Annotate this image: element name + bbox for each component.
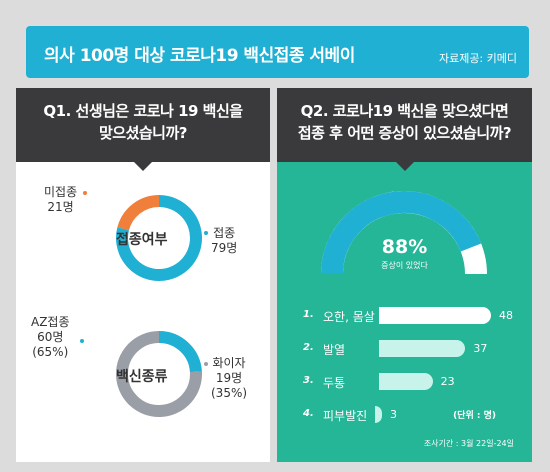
pfizer-dot — [204, 362, 208, 366]
donut1-center-label: 접종여부 — [116, 232, 168, 248]
az-percent: (65%) — [32, 345, 69, 359]
symptom-name: 두통 — [323, 376, 346, 390]
symptom-name: 피부발진 — [323, 409, 368, 423]
symptom-value: 23 — [440, 375, 455, 388]
vaccination-donut — [116, 195, 202, 417]
vaccinated-count: 79명 — [211, 241, 238, 255]
vaccinated-dot — [204, 231, 208, 235]
unvaccinated-slice — [117, 195, 160, 231]
symptom-name: 오한, 몸살 — [323, 310, 375, 324]
pfizer-percent: (35%) — [211, 386, 248, 400]
az-dot — [80, 339, 84, 343]
question-line: 맞으셨습니까? — [98, 124, 188, 142]
vaccinated-slice — [116, 195, 202, 281]
source-label: 자료제공: 키메디 — [438, 52, 517, 65]
question-line: Q2. 코로나19 백신을 맞으셨다면 — [300, 102, 509, 120]
vaccinated-name: 접종 — [213, 226, 236, 240]
symptom-row: 1. 오한, 몸살 48 — [277, 306, 532, 326]
symptom-value: 37 — [473, 342, 488, 355]
symptom-bar — [379, 373, 433, 390]
symptom-row: 2. 발열 37 — [277, 339, 532, 359]
symptom-bar — [379, 307, 491, 324]
symptom-row: 3. 두통 23 — [277, 372, 532, 392]
az-count: 60명 — [37, 330, 64, 344]
title-banner: 의사 100명 대상 코로나19 백신접종 서베이 자료제공: 키메디 — [26, 26, 529, 78]
symptom-value: 3 — [390, 408, 397, 421]
question-line: 접종 후 어떤 증상이 있으셨습니까? — [297, 124, 512, 142]
symptom-bar — [375, 406, 382, 423]
pfizer-slice — [158, 331, 202, 373]
az-label: AZ접종 60명 (65%) — [31, 315, 70, 360]
symptom-value: 48 — [499, 309, 513, 322]
symptom-bar — [379, 340, 466, 357]
az-slice — [116, 331, 202, 417]
az-name: AZ접종 — [31, 315, 70, 329]
q1-panel: Q1. 선생님은 코로나 19 백신을 맞으셨습니까? 접종여부 미접종 21명 … — [16, 88, 270, 462]
pfizer-label: 화이자 19명 (35%) — [211, 356, 247, 401]
symptom-rank: 4. — [303, 408, 314, 419]
donut2-center-label: 백신종류 — [116, 369, 168, 385]
symptom-rank: 2. — [303, 342, 314, 353]
symptom-name: 발열 — [323, 343, 346, 357]
unvaccinated-count: 21명 — [47, 200, 74, 214]
unvaccinated-name: 미접종 — [44, 185, 78, 199]
unvaccinated-dot — [83, 191, 87, 195]
gauge-sublabel: 증상이 있었다 — [381, 261, 428, 270]
survey-period: 조사기간 : 3월 22일-24일 — [423, 439, 514, 448]
symptom-gauge — [321, 191, 487, 275]
symptom-row: 4. 피부발진 3 — [277, 405, 532, 425]
gauge-percent: 88% — [381, 236, 428, 258]
unvaccinated-label: 미접종 21명 — [44, 185, 77, 215]
gauge-fill — [321, 191, 482, 275]
question-line: Q1. 선생님은 코로나 19 백신을 — [43, 102, 243, 120]
unit-label: (단위 : 명) — [453, 411, 496, 421]
banner-title: 의사 100명 대상 코로나19 백신접종 서베이 — [44, 46, 355, 66]
symptom-rank: 1. — [303, 309, 314, 320]
pfizer-count: 19명 — [215, 371, 243, 385]
pfizer-name: 화이자 — [212, 356, 246, 370]
symptom-rank: 3. — [303, 375, 314, 386]
vaccinated-label: 접종 79명 — [211, 226, 237, 256]
